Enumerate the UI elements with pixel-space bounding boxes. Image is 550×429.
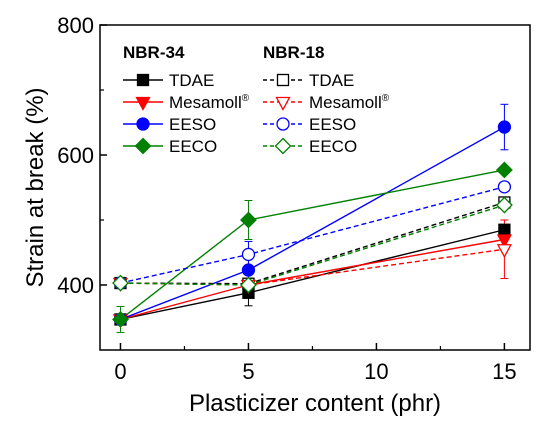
legend: NBR-34 TDAE Mesamoll® EESO EECO NBR-18 TDAE Mes… (123, 43, 390, 156)
data-point-nbr-34-tdae (498, 223, 511, 236)
data-point-nbr-34-eeco (495, 161, 513, 179)
data-point-nbr-18-eeco (112, 274, 129, 292)
data-point-nbr-34-eeco (240, 211, 257, 229)
data-point-nbr-18-eeco (240, 276, 257, 294)
legend-label-nbr-34-tdae: TDAE (169, 71, 214, 90)
legend-label-nbr-18-eeco: EECO (309, 137, 357, 156)
data-point-nbr-34-mesamoll (496, 234, 512, 249)
y-tick-label: 600 (57, 143, 94, 168)
data-point-nbr-34-eeso (241, 263, 256, 277)
y-axis-title: Strain at break (%) (22, 87, 49, 287)
legend-label-nbr-18-tdae: TDAE (309, 71, 354, 90)
series-line-nbr-18-eeco (120, 204, 505, 286)
x-tick-label: 5 (242, 359, 254, 384)
x-tick-label: 0 (114, 359, 126, 384)
legend-title-nbr-18: NBR-18 (263, 43, 324, 62)
data-point-nbr-34-eeso (497, 120, 512, 134)
y-tick-label: 800 (57, 13, 94, 38)
x-tick-label: 15 (492, 359, 516, 384)
y-tick-label: 400 (57, 273, 94, 298)
legend-marker-nbr-34-eeco (134, 137, 152, 155)
legend-marker-nbr-18-eeso (276, 117, 290, 131)
series-line-nbr-18-tdae (120, 201, 505, 285)
data-point-nbr-18-eeco (495, 196, 513, 214)
plot-frame (99, 24, 531, 351)
x-tick-label: 10 (364, 359, 388, 384)
legend-label-nbr-34-eeco: EECO (169, 137, 217, 156)
legend-marker-nbr-18-eeco (274, 137, 292, 155)
legend-superscript: ® (382, 93, 390, 104)
legend-label-nbr-34-eeso: EESO (169, 115, 216, 134)
data-point-nbr-18-eeso (241, 247, 256, 262)
data-point-nbr-18-eeso (497, 180, 512, 194)
legend-label-nbr-18-mesamoll: Mesamoll® (309, 93, 390, 112)
legend-label-nbr-18-eeso: EESO (309, 115, 356, 134)
legend-marker-nbr-18-mesamoll (275, 96, 291, 111)
legend-label-nbr-34-mesamoll: Mesamoll® (169, 93, 250, 112)
legend-marker-nbr-34-mesamoll (135, 96, 151, 111)
data-markers (112, 120, 513, 329)
data-point-nbr-34-eeco (112, 311, 129, 328)
legend-superscript: ® (242, 93, 250, 104)
data-point-nbr-18-mesamoll (496, 244, 512, 259)
x-axis-title: Plasticizer content (phr) (189, 390, 441, 417)
legend-title-nbr-34: NBR-34 (123, 43, 185, 62)
legend-marker-nbr-34-eeso (136, 117, 150, 131)
legend-marker-nbr-34-tdae (136, 73, 150, 87)
legend-marker-nbr-18-tdae (276, 73, 290, 87)
series-line-nbr-18-mesamoll (120, 248, 505, 286)
axes: 0 5 10 15 400 600 800 Plasticizer content (phr)… (22, 13, 531, 417)
